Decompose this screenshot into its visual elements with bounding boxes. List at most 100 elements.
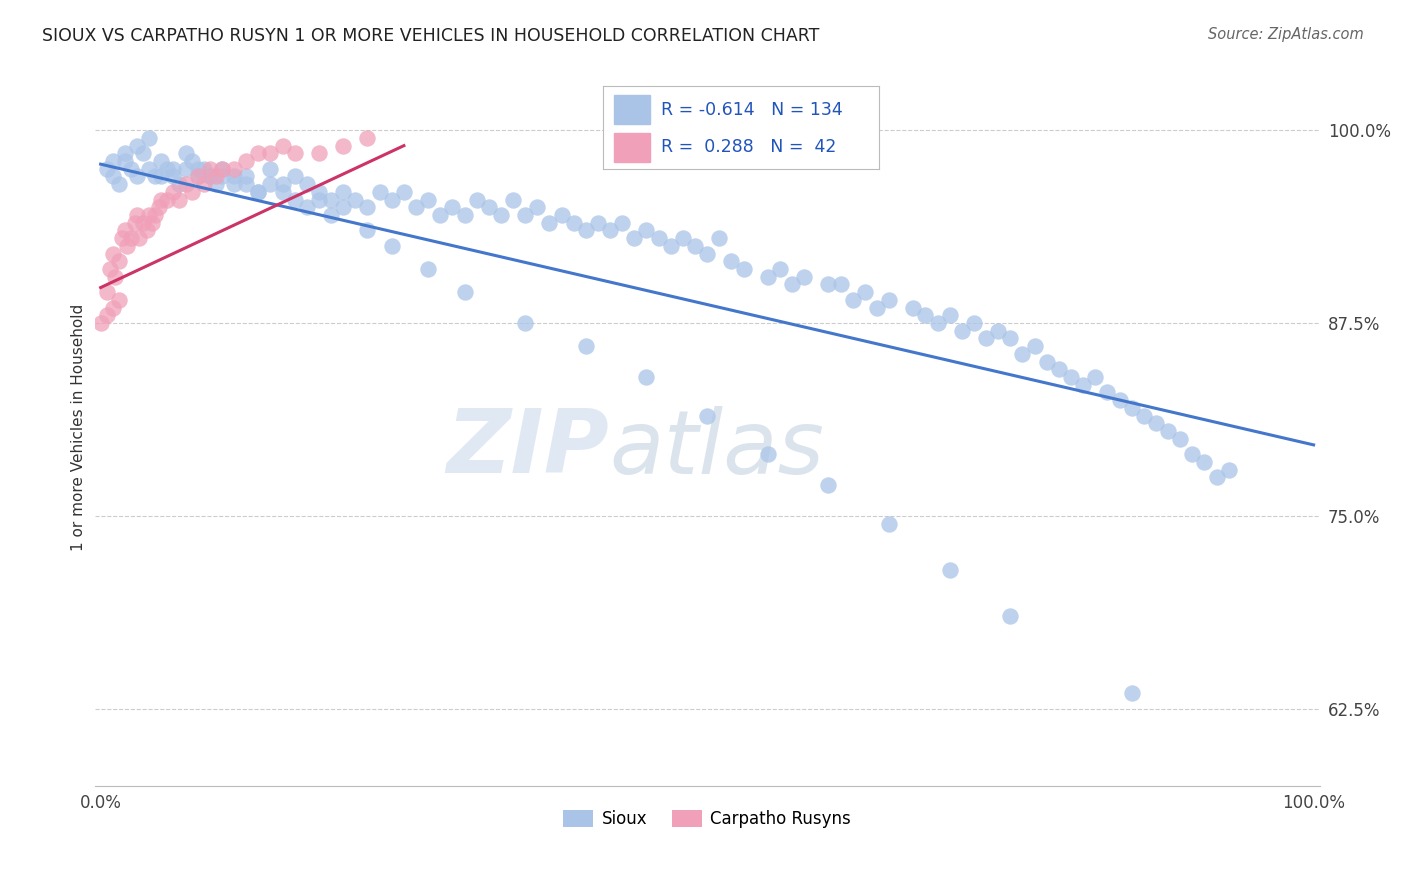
Point	[938, 308, 960, 322]
Point	[381, 239, 404, 253]
Point	[284, 146, 307, 161]
Point	[562, 216, 585, 230]
Point	[441, 200, 464, 214]
Point	[453, 285, 475, 300]
Point	[124, 216, 146, 230]
Point	[108, 254, 131, 268]
Point	[1000, 331, 1022, 345]
Point	[101, 154, 124, 169]
Point	[180, 185, 202, 199]
Point	[465, 193, 488, 207]
Point	[120, 161, 142, 176]
Point	[205, 178, 228, 192]
Point	[515, 208, 537, 222]
Point	[1205, 470, 1227, 484]
Point	[575, 339, 598, 353]
Point	[478, 200, 501, 214]
Point	[247, 185, 270, 199]
Point	[104, 269, 127, 284]
Point	[344, 193, 367, 207]
Point	[332, 185, 354, 199]
Point	[709, 231, 731, 245]
Point	[1121, 401, 1143, 415]
Y-axis label: 1 or more Vehicles in Household: 1 or more Vehicles in Household	[72, 303, 86, 550]
Point	[356, 131, 378, 145]
Text: SIOUX VS CARPATHO RUSYN 1 OR MORE VEHICLES IN HOUSEHOLD CORRELATION CHART: SIOUX VS CARPATHO RUSYN 1 OR MORE VEHICL…	[42, 27, 820, 45]
Point	[1047, 362, 1070, 376]
Point	[150, 154, 173, 169]
Point	[211, 161, 233, 176]
Point	[259, 161, 281, 176]
Point	[259, 178, 281, 192]
Point	[526, 200, 548, 214]
Point	[1071, 377, 1094, 392]
Point	[138, 161, 160, 176]
Point	[356, 223, 378, 237]
Point	[96, 308, 118, 322]
Point	[138, 208, 160, 222]
Point	[222, 178, 245, 192]
Point	[866, 301, 889, 315]
Point	[101, 301, 124, 315]
Point	[150, 169, 173, 184]
Point	[117, 239, 139, 253]
Point	[125, 138, 148, 153]
Point	[162, 169, 184, 184]
Point	[319, 208, 342, 222]
Point	[271, 138, 294, 153]
Text: atlas: atlas	[609, 406, 824, 491]
Point	[125, 169, 148, 184]
Point	[696, 409, 718, 423]
Point	[193, 161, 215, 176]
Point	[381, 193, 404, 207]
Point	[647, 231, 669, 245]
Point	[817, 478, 839, 492]
Text: Source: ZipAtlas.com: Source: ZipAtlas.com	[1208, 27, 1364, 42]
Point	[927, 316, 949, 330]
Point	[148, 200, 170, 214]
Point	[903, 301, 925, 315]
Point	[308, 146, 330, 161]
Point	[247, 146, 270, 161]
Point	[187, 161, 209, 176]
Point	[98, 262, 121, 277]
Point	[756, 269, 779, 284]
Point	[271, 185, 294, 199]
Point	[96, 161, 118, 176]
Point	[295, 178, 318, 192]
Legend: Sioux, Carpatho Rusyns: Sioux, Carpatho Rusyns	[557, 804, 858, 835]
Point	[368, 185, 391, 199]
Point	[222, 161, 245, 176]
Point	[125, 208, 148, 222]
Point	[187, 169, 209, 184]
Point	[769, 262, 792, 277]
Point	[211, 161, 233, 176]
Point	[193, 178, 215, 192]
Point	[392, 185, 415, 199]
Point	[90, 316, 112, 330]
Point	[156, 161, 179, 176]
Point	[963, 316, 986, 330]
Point	[128, 231, 150, 245]
Point	[1121, 686, 1143, 700]
Point	[295, 200, 318, 214]
Point	[132, 216, 155, 230]
Point	[659, 239, 682, 253]
Point	[1194, 455, 1216, 469]
Point	[174, 146, 197, 161]
Point	[733, 262, 755, 277]
Point	[235, 178, 257, 192]
Point	[1000, 609, 1022, 624]
Point	[830, 277, 852, 292]
Point	[259, 146, 281, 161]
Point	[502, 193, 524, 207]
Point	[1084, 370, 1107, 384]
Point	[720, 254, 742, 268]
Point	[235, 169, 257, 184]
Point	[132, 146, 155, 161]
Point	[612, 216, 634, 230]
Point	[586, 216, 609, 230]
Point	[284, 193, 307, 207]
Point	[575, 223, 598, 237]
Point	[696, 246, 718, 260]
